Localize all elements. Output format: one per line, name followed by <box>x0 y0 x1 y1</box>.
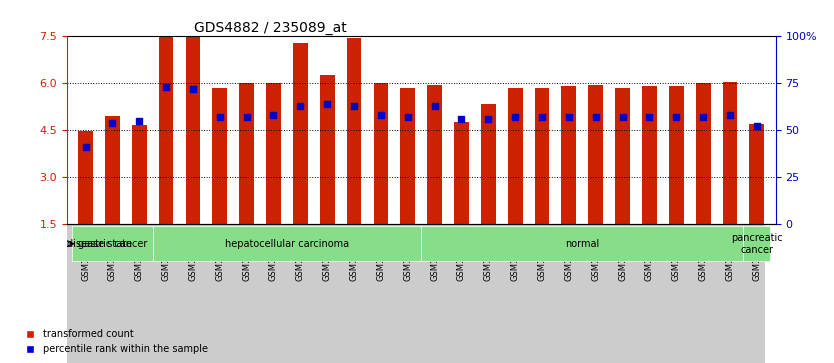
Text: normal: normal <box>565 239 600 249</box>
Point <box>696 114 710 120</box>
Bar <box>158 30 173 224</box>
Bar <box>750 124 764 224</box>
Bar <box>561 86 576 224</box>
FancyBboxPatch shape <box>72 226 153 261</box>
Bar <box>67 224 765 363</box>
Point <box>240 114 254 120</box>
Point <box>750 123 763 129</box>
Point <box>723 112 736 118</box>
Point <box>214 114 227 120</box>
Bar <box>185 32 200 224</box>
Text: hepatocellular carcinoma: hepatocellular carcinoma <box>225 239 349 249</box>
Bar <box>642 86 657 224</box>
Text: GDS4882 / 235089_at: GDS4882 / 235089_at <box>194 21 347 35</box>
Bar <box>481 103 495 224</box>
Point <box>670 114 683 120</box>
Bar <box>374 83 389 224</box>
Point <box>159 84 173 90</box>
Point <box>401 114 414 120</box>
Point <box>535 114 549 120</box>
Bar <box>588 85 603 224</box>
Bar <box>347 38 361 224</box>
Bar <box>669 86 684 224</box>
Bar <box>78 131 93 224</box>
FancyBboxPatch shape <box>743 226 771 261</box>
Bar <box>319 76 334 224</box>
Bar <box>508 88 523 224</box>
Point <box>186 86 199 92</box>
Bar <box>615 88 630 224</box>
FancyBboxPatch shape <box>421 226 743 261</box>
Text: gastric cancer: gastric cancer <box>78 239 147 249</box>
Bar <box>239 83 254 224</box>
Point <box>562 114 575 120</box>
Bar <box>400 88 415 224</box>
Point <box>589 114 602 120</box>
Point <box>133 118 146 123</box>
Bar <box>213 88 227 224</box>
Bar <box>266 83 281 224</box>
Point <box>615 114 629 120</box>
Point <box>428 103 441 109</box>
Text: disease state: disease state <box>68 239 133 249</box>
Point <box>455 116 468 122</box>
Legend: transformed count, percentile rank within the sample: transformed count, percentile rank withi… <box>22 326 212 358</box>
Bar <box>293 42 308 224</box>
Point <box>294 103 307 109</box>
Bar <box>132 125 147 224</box>
Text: pancreatic
cancer: pancreatic cancer <box>731 233 782 254</box>
Point <box>79 144 93 150</box>
Bar <box>105 116 120 224</box>
Point <box>481 116 495 122</box>
Point <box>320 101 334 107</box>
Bar <box>454 122 469 224</box>
Point <box>348 103 361 109</box>
Bar <box>535 88 550 224</box>
Point <box>509 114 522 120</box>
Point <box>374 112 388 118</box>
FancyBboxPatch shape <box>153 226 421 261</box>
Bar <box>427 85 442 224</box>
Point <box>106 120 119 126</box>
Point <box>267 112 280 118</box>
Bar <box>722 82 737 224</box>
Bar <box>696 83 711 224</box>
Point <box>643 114 656 120</box>
